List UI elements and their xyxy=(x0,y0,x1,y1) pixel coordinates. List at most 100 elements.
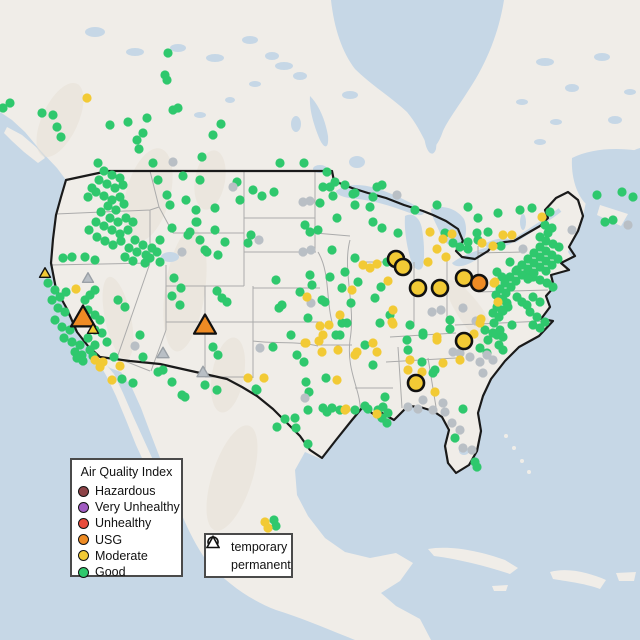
station-marker[interactable] xyxy=(83,333,93,343)
station-marker[interactable] xyxy=(200,380,210,390)
station-marker[interactable] xyxy=(90,355,100,365)
station-marker[interactable] xyxy=(333,345,343,355)
station-marker[interactable] xyxy=(368,338,378,348)
station-marker[interactable] xyxy=(37,108,47,118)
station-marker[interactable] xyxy=(335,310,345,320)
station-marker[interactable] xyxy=(115,192,125,202)
station-marker[interactable] xyxy=(365,263,375,273)
station-marker[interactable] xyxy=(463,202,473,212)
station-marker[interactable] xyxy=(473,213,483,223)
station-marker[interactable] xyxy=(132,247,142,257)
station-marker[interactable] xyxy=(123,117,133,127)
station-marker[interactable] xyxy=(448,347,458,357)
station-marker[interactable] xyxy=(490,277,500,287)
station-marker[interactable] xyxy=(138,352,148,362)
station-marker[interactable] xyxy=(115,229,125,239)
station-marker[interactable] xyxy=(272,422,282,432)
station-marker[interactable] xyxy=(352,347,362,357)
station-marker[interactable] xyxy=(335,330,345,340)
station-marker[interactable] xyxy=(53,303,63,313)
station-marker[interactable] xyxy=(142,113,152,123)
permanent-station-marker[interactable] xyxy=(81,272,95,284)
station-marker[interactable] xyxy=(195,235,205,245)
station-marker[interactable] xyxy=(360,340,370,350)
station-marker[interactable] xyxy=(257,191,267,201)
station-marker[interactable] xyxy=(545,207,555,217)
station-marker[interactable] xyxy=(358,260,368,270)
station-marker[interactable] xyxy=(268,342,278,352)
station-marker[interactable] xyxy=(115,361,125,371)
station-marker[interactable] xyxy=(507,320,517,330)
station-marker[interactable] xyxy=(153,175,163,185)
station-marker[interactable] xyxy=(315,321,325,331)
station-marker[interactable] xyxy=(155,235,165,245)
station-marker[interactable] xyxy=(140,258,150,268)
station-marker[interactable] xyxy=(162,190,172,200)
station-marker[interactable] xyxy=(183,230,193,240)
station-marker[interactable] xyxy=(383,408,393,418)
station-marker[interactable] xyxy=(480,325,490,335)
station-marker[interactable] xyxy=(147,243,157,253)
station-marker[interactable] xyxy=(507,230,517,240)
station-marker[interactable] xyxy=(337,283,347,293)
station-marker[interactable] xyxy=(128,217,138,227)
station-marker[interactable] xyxy=(418,395,428,405)
station-marker[interactable] xyxy=(417,367,427,377)
station-marker[interactable] xyxy=(43,278,53,288)
station-marker[interactable] xyxy=(78,356,88,366)
temporary-station-marker[interactable] xyxy=(393,257,413,277)
station-marker[interactable] xyxy=(97,328,107,338)
station-marker[interactable] xyxy=(57,322,67,332)
station-marker[interactable] xyxy=(220,237,230,247)
station-marker[interactable] xyxy=(455,348,465,358)
station-marker[interactable] xyxy=(103,201,113,211)
station-marker[interactable] xyxy=(493,208,503,218)
station-marker[interactable] xyxy=(195,175,205,185)
station-marker[interactable] xyxy=(332,213,342,223)
station-marker[interactable] xyxy=(441,252,451,262)
station-marker[interactable] xyxy=(440,407,450,417)
station-marker[interactable] xyxy=(290,413,300,423)
station-marker[interactable] xyxy=(107,225,117,235)
station-marker[interactable] xyxy=(94,175,104,185)
station-marker[interactable] xyxy=(348,189,358,199)
station-marker[interactable] xyxy=(515,205,525,215)
station-marker[interactable] xyxy=(488,241,498,251)
station-marker[interactable] xyxy=(82,93,92,103)
station-marker[interactable] xyxy=(403,345,413,355)
station-marker[interactable] xyxy=(402,335,412,345)
station-marker[interactable] xyxy=(455,242,465,252)
station-marker[interactable] xyxy=(405,355,415,365)
station-marker[interactable] xyxy=(213,350,223,360)
permanent-station-marker[interactable] xyxy=(86,323,100,335)
station-marker[interactable] xyxy=(111,205,121,215)
station-marker[interactable] xyxy=(623,220,633,230)
station-marker[interactable] xyxy=(123,225,133,235)
station-marker[interactable] xyxy=(375,318,385,328)
station-marker[interactable] xyxy=(99,221,109,231)
temporary-station-marker[interactable] xyxy=(430,278,450,298)
station-marker[interactable] xyxy=(445,315,455,325)
station-marker[interactable] xyxy=(305,227,315,237)
station-marker[interactable] xyxy=(488,328,498,338)
station-marker[interactable] xyxy=(90,255,100,265)
station-marker[interactable] xyxy=(175,300,185,310)
station-marker[interactable] xyxy=(403,402,413,412)
station-marker[interactable] xyxy=(372,409,382,419)
station-marker[interactable] xyxy=(438,358,448,368)
station-marker[interactable] xyxy=(300,220,310,230)
station-marker[interactable] xyxy=(177,247,187,257)
station-marker[interactable] xyxy=(118,180,128,190)
station-marker[interactable] xyxy=(52,122,62,132)
station-marker[interactable] xyxy=(197,152,207,162)
station-marker[interactable] xyxy=(295,287,305,297)
station-marker[interactable] xyxy=(105,120,115,130)
station-marker[interactable] xyxy=(541,236,551,246)
station-marker[interactable] xyxy=(298,247,308,257)
station-marker[interactable] xyxy=(350,200,360,210)
station-marker[interactable] xyxy=(321,373,331,383)
station-marker[interactable] xyxy=(271,521,281,531)
station-marker[interactable] xyxy=(301,377,311,387)
station-marker[interactable] xyxy=(80,252,90,262)
station-marker[interactable] xyxy=(337,318,347,328)
